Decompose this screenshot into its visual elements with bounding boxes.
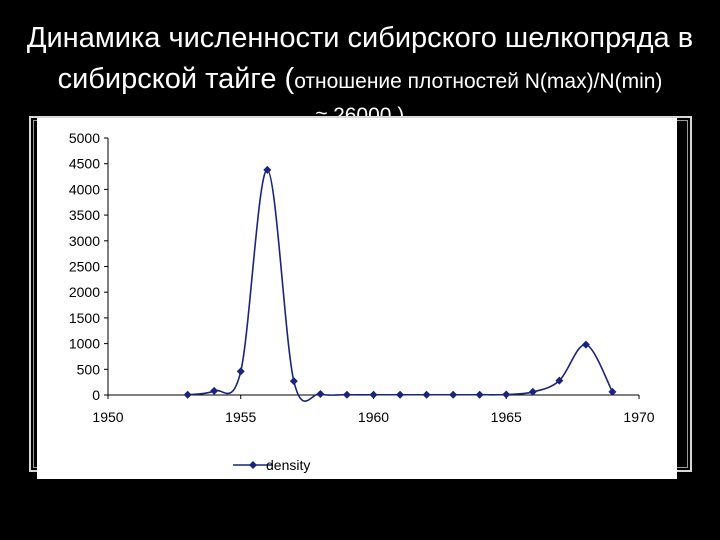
x-tick-label: 1970 <box>623 409 654 425</box>
x-tick-label: 1965 <box>491 409 522 425</box>
data-point <box>581 340 590 349</box>
y-tick-label: 2000 <box>69 284 100 300</box>
data-point <box>449 390 458 399</box>
x-tick-label: 1950 <box>92 409 123 425</box>
data-point <box>289 377 298 386</box>
density-chart: 0 500 1000 1500 2000 2500 3000 3500 4000 4500 5000… <box>69 130 655 473</box>
data-point <box>183 390 192 399</box>
data-point <box>210 386 219 395</box>
chart-panel: 0 500 1000 1500 2000 2500 3000 3500 4000 4500 5000… <box>37 118 677 479</box>
data-point <box>263 165 272 174</box>
data-point <box>608 387 617 396</box>
data-point <box>475 390 484 399</box>
data-point <box>369 390 378 399</box>
data-point <box>422 390 431 399</box>
y-tick-label: 500 <box>77 361 101 377</box>
data-point <box>316 389 325 398</box>
data-point <box>396 390 405 399</box>
title-part-1: Динамика численности сибирского шелкопря… <box>26 22 694 54</box>
data-point <box>528 387 537 396</box>
y-tick-label: 1500 <box>69 310 100 326</box>
slide-title: Динамика численности сибирского шелкопря… <box>0 20 720 130</box>
title-part-2: сибирской тайге ( <box>57 63 295 95</box>
y-tick-label: 0 <box>92 387 100 403</box>
y-tick-label: 1000 <box>69 336 100 352</box>
title-part-3: отношение плотностей N(max)/N(min) <box>294 70 663 93</box>
x-tick-label: 1955 <box>225 409 256 425</box>
data-point <box>236 367 245 376</box>
legend-label: density <box>266 457 310 473</box>
y-tick-label: 3000 <box>69 233 100 249</box>
x-tick-label: 1960 <box>358 409 389 425</box>
series-line-density <box>187 169 614 402</box>
y-tick-label: 4500 <box>69 156 100 172</box>
data-point <box>342 390 351 399</box>
y-tick-label: 4000 <box>69 181 100 197</box>
data-point <box>555 376 564 385</box>
y-tick-label: 3500 <box>69 207 100 223</box>
data-point <box>502 390 511 399</box>
y-tick-label: 5000 <box>69 130 100 146</box>
legend-marker <box>249 461 257 469</box>
y-tick-label: 2500 <box>69 259 100 275</box>
